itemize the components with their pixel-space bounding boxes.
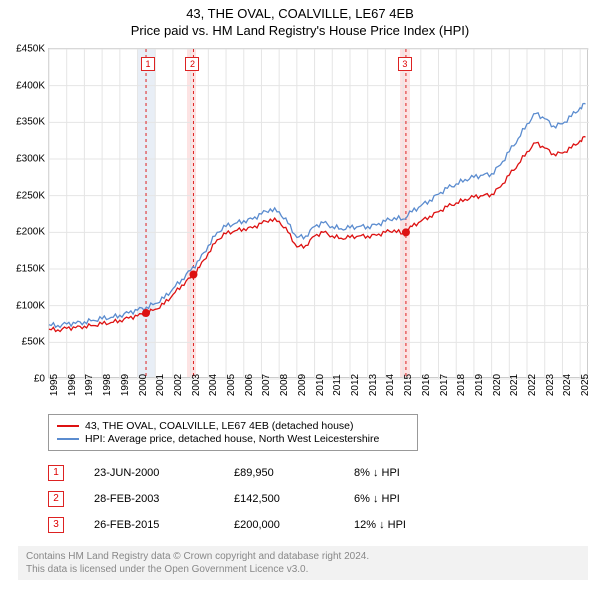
y-tick-label: £100K: [1, 300, 45, 311]
x-tick-label: 2001: [155, 370, 166, 400]
x-tick-label: 2013: [368, 370, 379, 400]
chart-marker-badge: 1: [141, 57, 155, 71]
x-tick-label: 2015: [403, 370, 414, 400]
x-tick-label: 2007: [261, 370, 272, 400]
x-tick-label: 2011: [332, 370, 343, 400]
legend: 43, THE OVAL, COALVILLE, LE67 4EB (detac…: [48, 414, 418, 451]
legend-label: HPI: Average price, detached house, Nort…: [85, 433, 379, 445]
x-tick-label: 2002: [173, 370, 184, 400]
title-subtitle: Price paid vs. HM Land Registry's House …: [0, 23, 600, 38]
arrow-down-icon: ↓: [379, 519, 385, 531]
y-tick-label: £50K: [1, 337, 45, 348]
chart-marker-badge: 2: [185, 57, 199, 71]
title-address: 43, THE OVAL, COALVILLE, LE67 4EB: [0, 6, 600, 21]
x-tick-label: 2025: [580, 370, 591, 400]
footer-line2: This data is licensed under the Open Gov…: [26, 563, 580, 576]
sale-marker-date: 26-FEB-2015: [94, 519, 234, 531]
sale-marker-diff: 12% ↓ HPI: [354, 519, 474, 531]
chart-svg: [49, 49, 589, 379]
x-tick-label: 2006: [244, 370, 255, 400]
y-tick-label: £350K: [1, 117, 45, 128]
legend-label: 43, THE OVAL, COALVILLE, LE67 4EB (detac…: [85, 420, 354, 432]
sale-marker-diff: 8% ↓ HPI: [354, 467, 474, 479]
legend-item: 43, THE OVAL, COALVILLE, LE67 4EB (detac…: [57, 420, 409, 432]
sale-marker-price: £142,500: [234, 493, 354, 505]
sale-marker-row: 2 28-FEB-2003£142,5006% ↓ HPI: [48, 486, 553, 512]
x-tick-label: 2012: [350, 370, 361, 400]
y-tick-label: £450K: [1, 44, 45, 55]
sale-marker-row: 1 23-JUN-2000£89,9508% ↓ HPI: [48, 460, 553, 486]
legend-item: HPI: Average price, detached house, Nort…: [57, 433, 409, 445]
x-tick-label: 1998: [102, 370, 113, 400]
x-tick-label: 2010: [315, 370, 326, 400]
x-tick-label: 2003: [191, 370, 202, 400]
x-tick-label: 1999: [120, 370, 131, 400]
x-tick-label: 2004: [208, 370, 219, 400]
y-tick-label: £300K: [1, 154, 45, 165]
x-tick-label: 2017: [439, 370, 450, 400]
x-tick-label: 2008: [279, 370, 290, 400]
x-tick-label: 1995: [49, 370, 60, 400]
sale-marker-badge: 2: [48, 491, 64, 507]
arrow-down-icon: ↓: [373, 467, 379, 479]
legend-swatch: [57, 438, 79, 440]
x-tick-label: 2024: [562, 370, 573, 400]
x-tick-label: 2016: [421, 370, 432, 400]
sale-marker-diff: 6% ↓ HPI: [354, 493, 474, 505]
y-tick-label: £400K: [1, 80, 45, 91]
footer-line1: Contains HM Land Registry data © Crown c…: [26, 550, 580, 563]
y-tick-label: £150K: [1, 264, 45, 275]
sale-marker-row: 3 26-FEB-2015£200,00012% ↓ HPI: [48, 512, 553, 538]
x-tick-label: 2009: [297, 370, 308, 400]
sale-marker-price: £89,950: [234, 467, 354, 479]
x-tick-label: 2000: [138, 370, 149, 400]
x-tick-label: 1997: [84, 370, 95, 400]
chart-marker-badge: 3: [398, 57, 412, 71]
chart-container: 43, THE OVAL, COALVILLE, LE67 4EB Price …: [0, 0, 600, 590]
chart-plot-area: £0£50K£100K£150K£200K£250K£300K£350K£400…: [48, 48, 588, 378]
x-tick-label: 2020: [492, 370, 503, 400]
x-tick-label: 2022: [527, 370, 538, 400]
sale-marker-date: 23-JUN-2000: [94, 467, 234, 479]
x-tick-label: 2014: [385, 370, 396, 400]
sale-marker-date: 28-FEB-2003: [94, 493, 234, 505]
sale-marker-badge: 3: [48, 517, 64, 533]
titles: 43, THE OVAL, COALVILLE, LE67 4EB Price …: [0, 0, 600, 38]
sale-marker-price: £200,000: [234, 519, 354, 531]
y-tick-label: £0: [1, 374, 45, 385]
x-tick-label: 2021: [509, 370, 520, 400]
y-tick-label: £200K: [1, 227, 45, 238]
x-tick-label: 1996: [67, 370, 78, 400]
x-tick-label: 2018: [456, 370, 467, 400]
sale-marker-badge: 1: [48, 465, 64, 481]
x-tick-label: 2023: [545, 370, 556, 400]
footer-attribution: Contains HM Land Registry data © Crown c…: [18, 546, 588, 580]
y-tick-label: £250K: [1, 190, 45, 201]
arrow-down-icon: ↓: [373, 493, 379, 505]
sale-marker-table: 123-JUN-2000£89,9508% ↓ HPI228-FEB-2003£…: [48, 460, 553, 538]
x-tick-label: 2019: [474, 370, 485, 400]
legend-swatch: [57, 425, 79, 427]
x-tick-label: 2005: [226, 370, 237, 400]
